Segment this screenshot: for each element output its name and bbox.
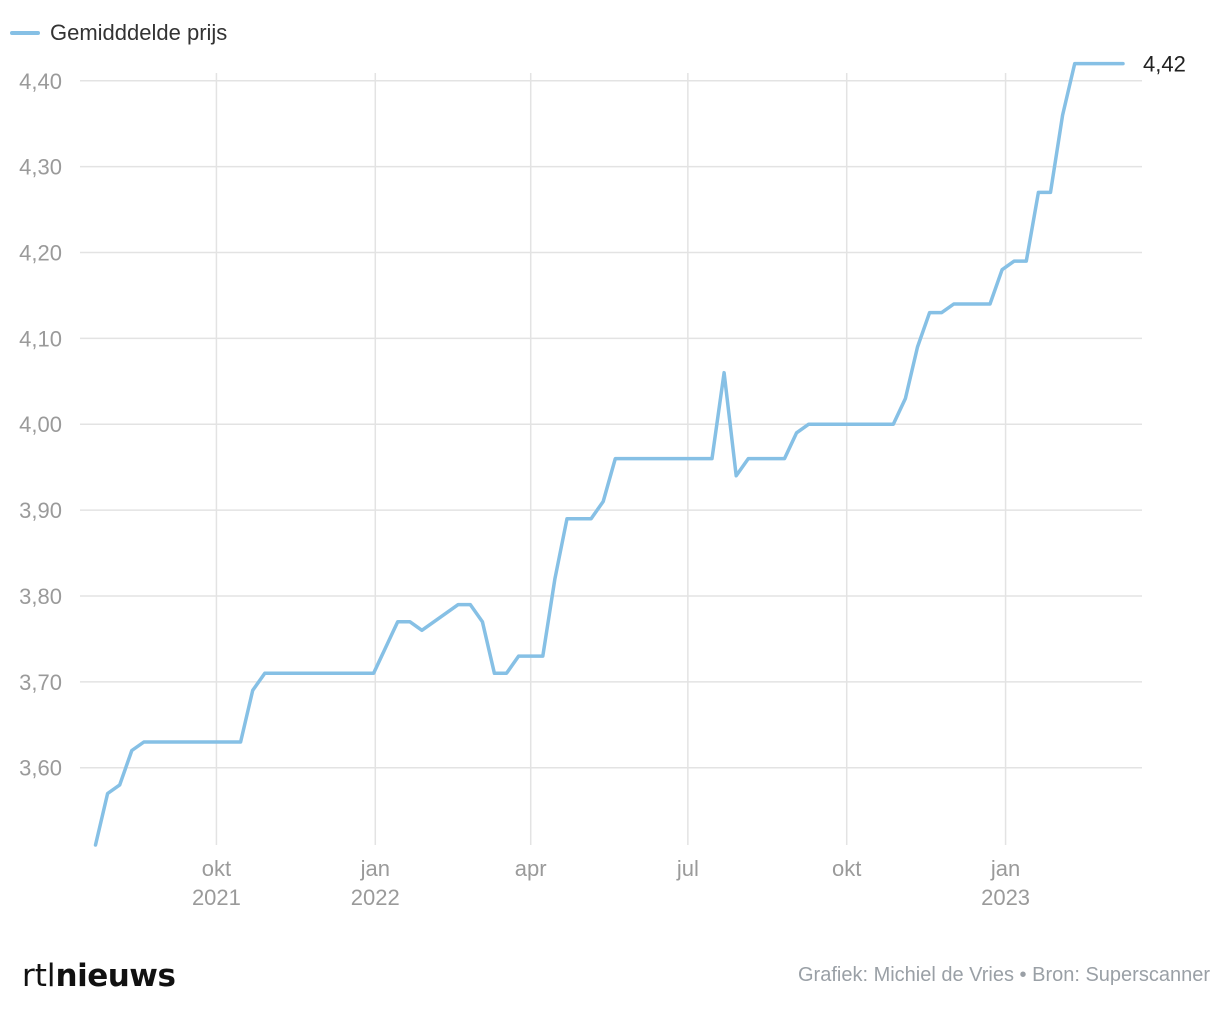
legend: Gemidddelde prijs [10, 16, 227, 50]
x-tick-label: okt [202, 856, 231, 881]
rtl-nieuws-logo: rtlnieuws [22, 958, 176, 994]
y-tick-label: 3,90 [19, 498, 62, 523]
label-layer: 4,42 [1143, 52, 1186, 77]
y-tick-label: 3,60 [19, 756, 62, 781]
x-tick-label: apr [515, 856, 547, 881]
x-tick-label: jul [676, 856, 699, 881]
logo-suffix: nieuws [55, 958, 176, 994]
y-tick-label: 4,30 [19, 155, 62, 180]
y-tick-label: 3,80 [19, 584, 62, 609]
x-tick-label: jan [360, 856, 390, 881]
series-layer [93, 61, 1125, 847]
y-tick-label: 4,00 [19, 412, 62, 437]
x-tick-year-label: 2022 [351, 885, 400, 910]
legend-label: Gemidddelde prijs [50, 20, 228, 45]
axis-layer: 3,60 3,70 3,80 3,90 4,00 4,10 4,20 4,30 4,40 okt 2… [19, 69, 1030, 910]
y-tick-label: 4,40 [19, 69, 62, 94]
chart-credit: Grafiek: Michiel de Vries • Bron: Supers… [798, 964, 1210, 986]
end-value-label: 4,42 [1143, 52, 1186, 77]
y-tick-label: 3,70 [19, 670, 62, 695]
legend-swatch [10, 31, 40, 35]
grid-layer [80, 73, 1142, 845]
x-tick-year-label: 2023 [981, 885, 1030, 910]
x-tick-label: okt [832, 856, 861, 881]
logo-prefix: rtl [22, 958, 56, 994]
x-tick-year-label: 2021 [192, 885, 241, 910]
x-tick-label: jan [990, 856, 1020, 881]
series-line [93, 61, 1125, 847]
y-tick-label: 4,10 [19, 326, 62, 351]
y-tick-label: 4,20 [19, 241, 62, 266]
